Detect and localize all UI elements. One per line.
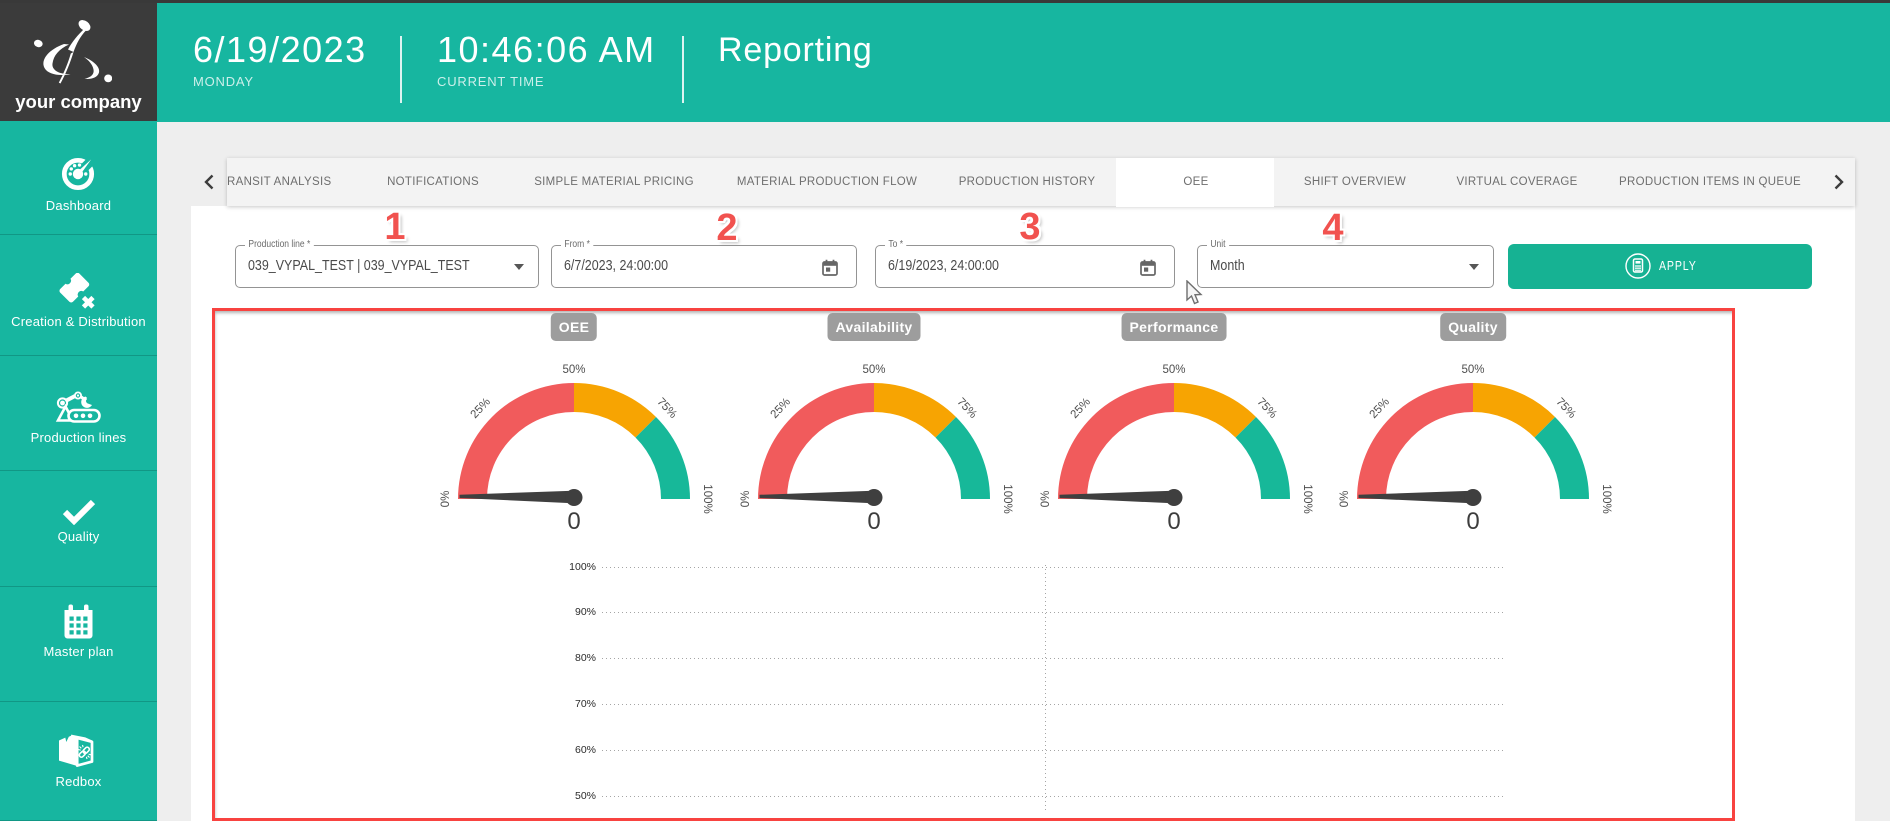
svg-text:0: 0 [867, 508, 880, 535]
svg-text:0%: 0% [440, 491, 452, 508]
svg-text:0: 0 [1167, 508, 1180, 535]
svg-text:75%: 75% [954, 396, 978, 421]
svg-text:100%: 100% [1600, 484, 1612, 513]
svg-text:75%: 75% [1254, 396, 1278, 421]
svg-text:0: 0 [567, 508, 580, 535]
svg-text:0: 0 [1466, 508, 1479, 535]
svg-text:75%: 75% [1553, 396, 1577, 421]
svg-text:50%: 50% [562, 364, 585, 376]
svg-text:25%: 25% [1069, 396, 1093, 421]
svg-text:0%: 0% [1339, 491, 1351, 508]
svg-text:50%: 50% [862, 364, 885, 376]
svg-text:0%: 0% [1040, 491, 1052, 508]
svg-text:50%: 50% [1162, 364, 1185, 376]
svg-text:0%: 0% [740, 491, 752, 508]
svg-text:100%: 100% [1001, 484, 1013, 513]
svg-text:25%: 25% [469, 396, 493, 421]
svg-text:25%: 25% [769, 396, 793, 421]
svg-text:75%: 75% [654, 396, 678, 421]
svg-text:100%: 100% [701, 484, 713, 513]
svg-text:25%: 25% [1368, 396, 1392, 421]
svg-text:100%: 100% [1301, 484, 1313, 513]
svg-text:50%: 50% [1461, 364, 1484, 376]
